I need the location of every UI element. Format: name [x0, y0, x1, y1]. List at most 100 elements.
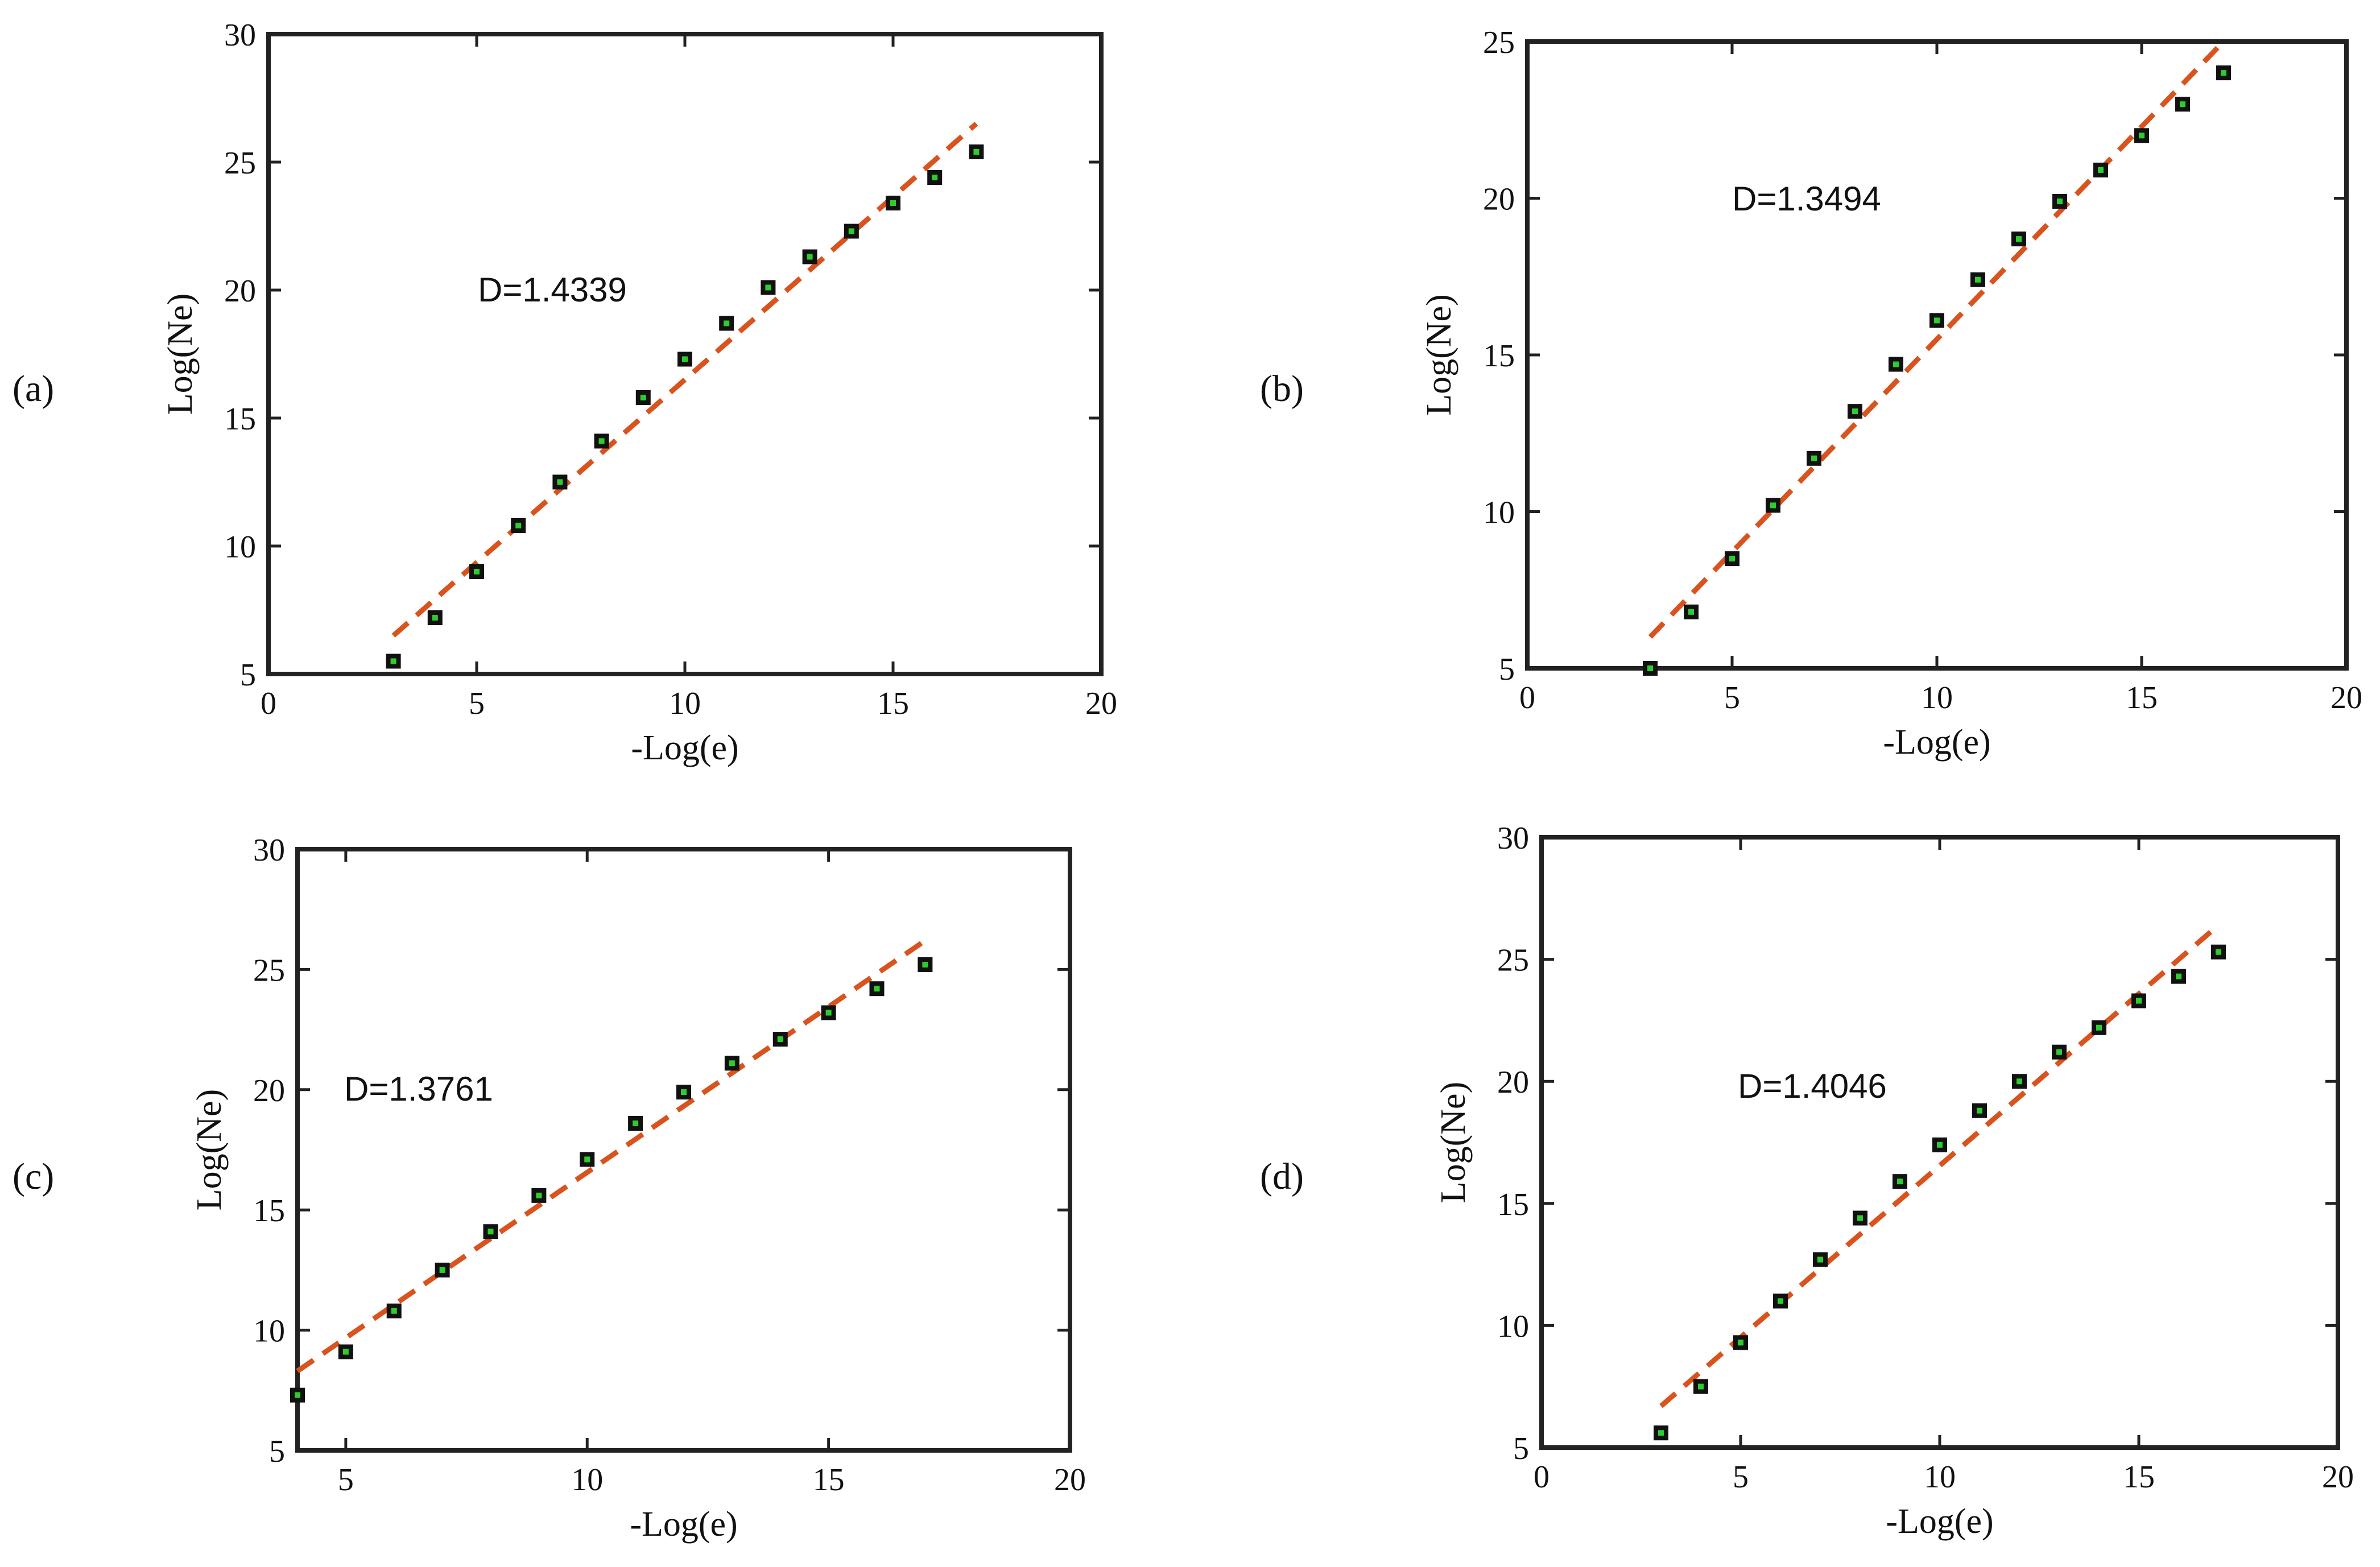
data-point	[635, 390, 651, 405]
data-point-center	[640, 395, 646, 400]
data-point	[1693, 1379, 1708, 1394]
data-point	[628, 1115, 643, 1131]
chart-panel-a: 0 5 10 15 2051015202530-Log(e)Log(Ne)(a)D=1.…	[13, 18, 1117, 767]
y-tick-label: 10	[224, 530, 256, 565]
data-point	[427, 610, 443, 625]
data-point-center	[295, 1392, 300, 1398]
x-tick-label: 10	[571, 1462, 603, 1498]
data-point	[676, 1085, 691, 1100]
y-tick-label: 20	[224, 274, 256, 309]
y-tick-label: 25	[1497, 943, 1529, 978]
data-point	[2134, 128, 2149, 143]
data-point-center	[825, 1010, 832, 1016]
chart-panel-d: 0 5 10 15 2051015202530-Log(e)Log(Ne)(d)D=1.…	[1260, 821, 2354, 1541]
data-point-center	[724, 320, 730, 326]
data-point-center	[2057, 199, 2063, 205]
x-tick-label: 15	[813, 1462, 845, 1498]
data-point-center	[1937, 1142, 1943, 1148]
data-point	[2093, 162, 2108, 177]
x-axis-label: -Log(e)	[1883, 723, 1990, 762]
data-point	[724, 1056, 739, 1071]
data-point-center	[1647, 665, 1653, 671]
data-point-center	[2098, 167, 2104, 173]
y-tick-label: 25	[1483, 25, 1515, 60]
data-point-center	[2096, 1024, 2102, 1031]
data-point-center	[487, 1229, 494, 1235]
x-tick-label: 15	[2123, 1459, 2155, 1495]
y-tick-label: 15	[253, 1193, 285, 1229]
data-point	[2216, 65, 2231, 81]
data-point-center	[973, 149, 980, 155]
y-axis-label: Log(Ne)	[1434, 1082, 1473, 1203]
y-tick-label: 20	[1497, 1065, 1529, 1100]
panel-label: (c)	[13, 1156, 54, 1197]
data-point-center	[432, 615, 438, 621]
y-tick-label: 20	[253, 1073, 285, 1109]
data-point-center	[1658, 1430, 1664, 1436]
y-tick-label: 15	[1497, 1187, 1529, 1222]
data-point-center	[1893, 361, 1899, 367]
data-point	[511, 518, 526, 533]
data-point-center	[807, 254, 813, 260]
y-tick-label: 5	[240, 658, 256, 693]
y-axis-label: Log(Ne)	[190, 1089, 229, 1210]
data-point	[483, 1224, 498, 1239]
x-tick-label: 20	[2322, 1459, 2354, 1495]
data-point-center	[342, 1349, 349, 1355]
data-point	[1733, 1335, 1748, 1350]
data-point	[772, 1032, 788, 1047]
data-point	[386, 1303, 402, 1318]
chart-panel-c: 5 10 15 20 5 10 15 20 25 30 -Log(e) Log(Ne) (c) D=1.3…	[13, 833, 1086, 1544]
x-tick-label: 10	[669, 686, 701, 721]
data-point	[927, 170, 943, 185]
data-point	[821, 1005, 836, 1020]
data-point-center	[1770, 502, 1776, 508]
data-point-center	[874, 986, 880, 992]
data-point	[1932, 1137, 1947, 1152]
data-point-center	[557, 479, 563, 485]
data-point	[1889, 357, 1903, 372]
data-point-center	[598, 438, 605, 444]
x-tick-label: 20	[2331, 680, 2362, 716]
data-point	[435, 1262, 450, 1277]
data-point	[1853, 1210, 1867, 1226]
data-point-center	[1975, 276, 1981, 283]
data-point-center	[2136, 998, 2142, 1004]
data-point-center	[1817, 1256, 1823, 1263]
data-point-center	[584, 1156, 590, 1163]
data-point	[1929, 313, 1944, 328]
data-point	[2052, 194, 2067, 209]
data-point	[1773, 1293, 1788, 1309]
data-point-center	[391, 1308, 397, 1314]
y-tick-label: 10	[1483, 495, 1515, 531]
chart-panel-b: 0 5 10 15 20510152025-Log(e)Log(Ne)(b)D=1.34…	[1260, 25, 2362, 762]
data-point-center	[1698, 1383, 1704, 1390]
y-tick-label: 30	[1497, 821, 1529, 856]
data-point	[869, 981, 885, 997]
y-tick-label: 5	[1499, 652, 1515, 687]
x-tick-label: 10	[1921, 680, 1953, 716]
data-point-center	[922, 961, 928, 968]
data-point	[1654, 1425, 1668, 1441]
x-tick-label: 0	[261, 686, 276, 721]
data-point	[677, 352, 692, 367]
data-point-center	[1934, 317, 1940, 324]
x-tick-label: 15	[2126, 680, 2158, 716]
x-tick-label: 0	[1519, 680, 1535, 716]
data-point	[2052, 1044, 2067, 1060]
data-point-center	[848, 228, 854, 234]
x-tick-label: 15	[877, 686, 909, 721]
data-point	[1972, 1103, 1987, 1118]
data-point-center	[890, 200, 896, 206]
y-tick-label: 30	[224, 18, 256, 53]
data-point-center	[1738, 1339, 1743, 1346]
data-point-center	[2017, 1078, 2022, 1085]
data-point	[2011, 231, 2026, 247]
data-point	[1684, 604, 1699, 619]
data-point-center	[439, 1267, 445, 1273]
y-tick-label: 30	[253, 833, 285, 868]
x-axis-label: -Log(e)	[630, 1505, 737, 1544]
y-tick-label: 5	[269, 1434, 285, 1469]
data-point-center	[1729, 556, 1735, 562]
